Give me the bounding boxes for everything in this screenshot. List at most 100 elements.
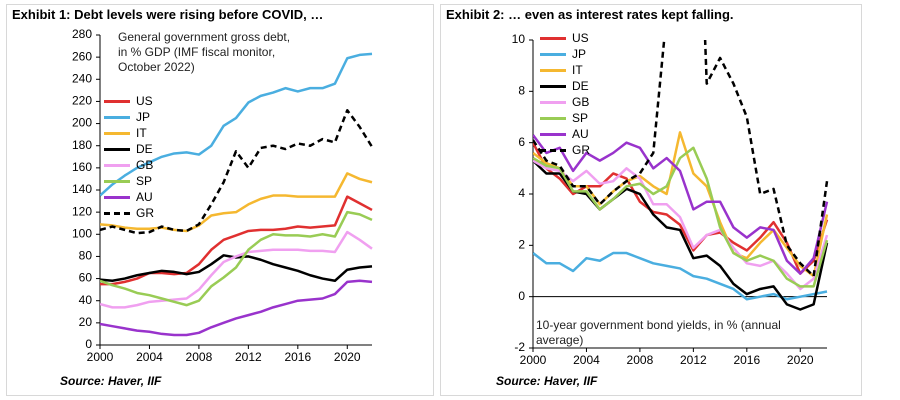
chart-subtitle: 10-year government bond yields, in % (an… bbox=[536, 318, 781, 347]
legend-label: IT bbox=[136, 126, 147, 140]
legend-swatch bbox=[540, 100, 566, 104]
y-tick-label: 80 bbox=[79, 249, 93, 263]
x-tick-label: 2020 bbox=[334, 350, 361, 364]
x-tick-label: 2000 bbox=[87, 350, 114, 364]
legend-entry: GR bbox=[104, 205, 154, 221]
chart-title: Exhibit 1: Debt levels were rising befor… bbox=[12, 7, 324, 22]
series-line bbox=[533, 251, 828, 301]
series-line bbox=[533, 40, 829, 278]
legend-swatch bbox=[540, 36, 566, 40]
legend-entry: JP bbox=[540, 46, 590, 62]
y-tick-label: 180 bbox=[72, 138, 92, 152]
legend-entry: GB bbox=[104, 157, 154, 173]
legend-entry: GR bbox=[540, 142, 590, 158]
legend-label: GB bbox=[572, 95, 590, 109]
legend-label: US bbox=[136, 94, 153, 108]
legend-entry: IT bbox=[104, 125, 154, 141]
legend-swatch bbox=[540, 148, 566, 152]
x-tick-label: 2008 bbox=[186, 350, 213, 364]
y-tick-label: 100 bbox=[72, 226, 92, 240]
y-tick-label: 220 bbox=[72, 94, 92, 108]
legend-label: GR bbox=[572, 143, 590, 157]
legend-label: JP bbox=[572, 47, 587, 61]
legend-swatch bbox=[540, 116, 566, 120]
y-tick-label: 280 bbox=[72, 27, 92, 41]
legend-entry: DE bbox=[540, 78, 590, 94]
y-tick-label: 160 bbox=[72, 160, 92, 174]
series-line bbox=[100, 172, 373, 233]
series-group bbox=[533, 40, 829, 311]
legend-swatch bbox=[540, 52, 566, 56]
chart-subtitle: General government gross debt, in % GDP … bbox=[118, 30, 291, 74]
legend-entry: IT bbox=[540, 62, 590, 78]
panel-frame bbox=[440, 4, 862, 396]
x-tick-label: 2008 bbox=[627, 353, 654, 367]
legend: US JP IT DE GB SP AU GR bbox=[540, 30, 590, 158]
legend-swatch bbox=[104, 99, 130, 103]
x-tick-label: 2004 bbox=[136, 350, 163, 364]
y-tick-label: 40 bbox=[79, 293, 93, 307]
y-tick-label: 60 bbox=[79, 271, 93, 285]
series-line bbox=[533, 146, 829, 288]
legend-entry: AU bbox=[104, 189, 154, 205]
series-line bbox=[100, 279, 373, 337]
y-tick-label: 6 bbox=[518, 135, 525, 149]
y-tick-label: 0 bbox=[518, 289, 525, 303]
series-line bbox=[533, 134, 829, 275]
legend-label: GB bbox=[136, 158, 154, 172]
y-tick-label: 0 bbox=[85, 337, 92, 351]
legend-swatch bbox=[104, 195, 130, 199]
legend-swatch bbox=[104, 211, 130, 215]
legend-swatch bbox=[104, 147, 130, 151]
legend-swatch bbox=[540, 68, 566, 72]
legend-label: DE bbox=[136, 142, 153, 156]
series-line bbox=[100, 52, 373, 197]
x-tick-label: 2020 bbox=[787, 353, 814, 367]
chart-source: Source: Haver, IIF bbox=[60, 374, 162, 388]
y-tick-label: 4 bbox=[518, 186, 525, 200]
legend-label: US bbox=[572, 31, 589, 45]
y-tick-label: 140 bbox=[72, 182, 92, 196]
x-tick-label: 2016 bbox=[733, 353, 760, 367]
x-tick-label: 2000 bbox=[520, 353, 547, 367]
y-tick-label: 260 bbox=[72, 49, 92, 63]
legend-entry: AU bbox=[540, 126, 590, 142]
y-tick-label: 120 bbox=[72, 204, 92, 218]
legend-swatch bbox=[104, 115, 130, 119]
legend-entry: GB bbox=[540, 94, 590, 110]
legend-swatch bbox=[104, 179, 130, 183]
y-tick-label: 2 bbox=[518, 238, 525, 252]
legend-label: AU bbox=[572, 127, 589, 141]
legend-label: DE bbox=[572, 79, 589, 93]
legend-entry: SP bbox=[540, 110, 590, 126]
y-tick-label: 240 bbox=[72, 71, 92, 85]
legend-label: IT bbox=[572, 63, 583, 77]
legend-label: GR bbox=[136, 206, 154, 220]
legend-label: AU bbox=[136, 190, 153, 204]
x-tick-label: 2016 bbox=[284, 350, 311, 364]
x-tick-label: 2004 bbox=[573, 353, 600, 367]
y-tick-label: 10 bbox=[512, 32, 526, 46]
legend-entry: US bbox=[540, 30, 590, 46]
series-line bbox=[100, 210, 373, 307]
y-tick-label: 200 bbox=[72, 116, 92, 130]
legend-swatch bbox=[104, 131, 130, 135]
y-tick-label: 8 bbox=[518, 84, 525, 98]
legend-label: SP bbox=[136, 174, 153, 188]
legend-entry: JP bbox=[104, 109, 154, 125]
chart-title: Exhibit 2: … even as interest rates kept… bbox=[446, 7, 734, 22]
series-line bbox=[533, 142, 829, 275]
series-group bbox=[100, 52, 374, 337]
legend-entry: DE bbox=[104, 141, 154, 157]
legend-label: SP bbox=[572, 111, 589, 125]
chart-source: Source: Haver, IIF bbox=[496, 374, 598, 388]
series-line bbox=[100, 230, 373, 309]
legend-label: JP bbox=[136, 110, 151, 124]
x-tick-label: 2012 bbox=[680, 353, 707, 367]
legend-swatch bbox=[540, 132, 566, 136]
series-line bbox=[533, 159, 829, 311]
legend-entry: US bbox=[104, 93, 154, 109]
series-line bbox=[100, 109, 374, 235]
